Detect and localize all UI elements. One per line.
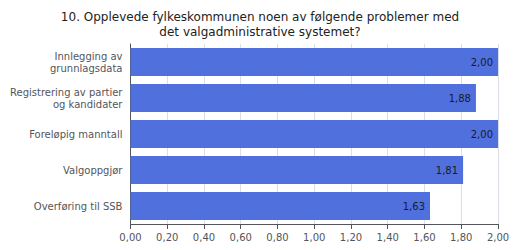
svg-text:1,20: 1,20 xyxy=(340,232,362,243)
svg-text:Registrering av partier: Registrering av partier xyxy=(10,87,123,98)
svg-text:2,00: 2,00 xyxy=(487,232,509,243)
svg-text:0,00: 0,00 xyxy=(119,232,141,243)
svg-text:2,00: 2,00 xyxy=(471,57,493,68)
svg-text:0,60: 0,60 xyxy=(230,232,252,243)
svg-text:Innlegging av: Innlegging av xyxy=(55,51,123,62)
svg-text:0,80: 0,80 xyxy=(266,232,288,243)
svg-text:1,60: 1,60 xyxy=(413,232,435,243)
svg-text:1,00: 1,00 xyxy=(303,232,325,243)
svg-text:Foreløpig manntall: Foreløpig manntall xyxy=(29,129,122,140)
svg-text:0,20: 0,20 xyxy=(156,232,178,243)
svg-text:det valgadministrative systeme: det valgadministrative systemet? xyxy=(159,25,360,39)
svg-text:10. Opplevede fylkeskommunen n: 10. Opplevede fylkeskommunen noen av føl… xyxy=(61,10,459,24)
svg-text:0,40: 0,40 xyxy=(193,232,215,243)
svg-text:1,81: 1,81 xyxy=(436,165,458,176)
svg-text:og kandidater: og kandidater xyxy=(53,99,123,110)
svg-text:Overføring til SSB: Overføring til SSB xyxy=(34,201,123,212)
svg-text:1,40: 1,40 xyxy=(377,232,399,243)
svg-text:Valgoppgjør: Valgoppgjør xyxy=(63,165,123,176)
svg-text:1,88: 1,88 xyxy=(449,93,471,104)
svg-text:grunnlagsdata: grunnlagsdata xyxy=(50,63,122,74)
svg-text:1,63: 1,63 xyxy=(403,201,425,212)
svg-text:2,00: 2,00 xyxy=(471,129,493,140)
svg-text:1,80: 1,80 xyxy=(450,232,472,243)
